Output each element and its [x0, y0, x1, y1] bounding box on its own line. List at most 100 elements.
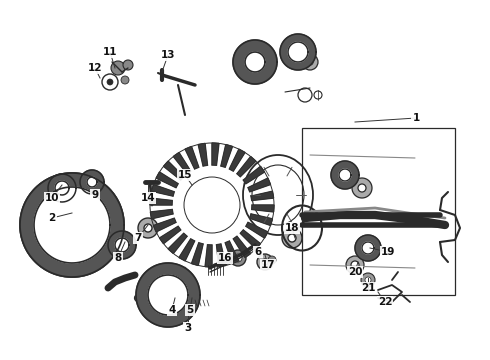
- Polygon shape: [331, 161, 359, 189]
- Text: 15: 15: [178, 170, 192, 180]
- Polygon shape: [217, 244, 226, 267]
- Circle shape: [107, 194, 113, 201]
- Polygon shape: [192, 243, 203, 265]
- Circle shape: [121, 76, 129, 84]
- Circle shape: [22, 222, 28, 228]
- Polygon shape: [48, 174, 76, 202]
- Text: 3: 3: [184, 323, 192, 333]
- Polygon shape: [87, 177, 97, 187]
- Polygon shape: [339, 169, 351, 181]
- Circle shape: [111, 61, 125, 75]
- Polygon shape: [240, 230, 261, 249]
- Text: 8: 8: [114, 253, 122, 263]
- Text: 5: 5: [186, 305, 194, 315]
- Text: 19: 19: [381, 247, 395, 257]
- Polygon shape: [179, 239, 195, 261]
- Polygon shape: [55, 181, 69, 195]
- Circle shape: [288, 234, 296, 242]
- Circle shape: [351, 261, 359, 269]
- Polygon shape: [246, 222, 268, 238]
- Circle shape: [302, 54, 318, 70]
- Text: 4: 4: [168, 305, 176, 315]
- Polygon shape: [252, 205, 274, 212]
- Circle shape: [54, 177, 60, 183]
- Polygon shape: [156, 172, 178, 188]
- Polygon shape: [248, 178, 270, 192]
- Polygon shape: [198, 143, 208, 166]
- Circle shape: [191, 284, 196, 290]
- Circle shape: [268, 256, 276, 264]
- Polygon shape: [243, 166, 265, 184]
- Circle shape: [165, 265, 171, 271]
- Text: 16: 16: [218, 253, 232, 263]
- Polygon shape: [221, 145, 232, 167]
- Circle shape: [116, 222, 122, 228]
- Polygon shape: [355, 235, 381, 261]
- Circle shape: [149, 314, 155, 320]
- Circle shape: [187, 298, 197, 308]
- Circle shape: [307, 59, 313, 65]
- Polygon shape: [233, 236, 251, 257]
- Polygon shape: [150, 210, 173, 219]
- Polygon shape: [225, 241, 239, 264]
- Text: 14: 14: [141, 193, 155, 203]
- Polygon shape: [280, 34, 316, 70]
- Polygon shape: [150, 198, 172, 205]
- Bar: [302, 128, 455, 295]
- Circle shape: [107, 249, 113, 256]
- Circle shape: [107, 79, 113, 85]
- Circle shape: [365, 277, 371, 283]
- Text: 6: 6: [254, 247, 262, 257]
- Polygon shape: [233, 40, 277, 84]
- Polygon shape: [245, 52, 265, 72]
- Polygon shape: [185, 147, 199, 169]
- Circle shape: [257, 254, 273, 270]
- Text: 21: 21: [361, 283, 375, 293]
- Circle shape: [358, 184, 366, 192]
- Circle shape: [54, 267, 60, 273]
- Text: 2: 2: [49, 213, 56, 223]
- Text: 1: 1: [413, 113, 419, 123]
- Polygon shape: [250, 214, 272, 225]
- Polygon shape: [148, 275, 188, 315]
- Polygon shape: [173, 153, 191, 174]
- Circle shape: [83, 267, 90, 273]
- Circle shape: [282, 228, 302, 248]
- Text: 22: 22: [378, 297, 392, 307]
- Polygon shape: [164, 161, 184, 180]
- Text: 17: 17: [261, 260, 275, 270]
- Circle shape: [181, 314, 187, 320]
- Polygon shape: [237, 157, 256, 177]
- Text: 11: 11: [103, 47, 117, 57]
- Polygon shape: [108, 231, 136, 259]
- Polygon shape: [136, 263, 200, 327]
- Polygon shape: [229, 149, 245, 171]
- Text: 18: 18: [285, 223, 299, 233]
- Polygon shape: [168, 233, 187, 253]
- Circle shape: [190, 301, 194, 305]
- Polygon shape: [115, 238, 129, 252]
- Circle shape: [361, 273, 375, 287]
- Polygon shape: [288, 42, 308, 62]
- Text: 9: 9: [92, 190, 98, 200]
- Text: 10: 10: [45, 193, 59, 203]
- Text: 12: 12: [88, 63, 102, 73]
- Circle shape: [176, 296, 188, 308]
- Polygon shape: [153, 218, 176, 232]
- Polygon shape: [151, 185, 174, 196]
- Text: 13: 13: [161, 50, 175, 60]
- Circle shape: [262, 259, 268, 265]
- Polygon shape: [20, 173, 124, 277]
- Polygon shape: [251, 191, 273, 201]
- Polygon shape: [212, 143, 219, 165]
- Polygon shape: [362, 242, 374, 254]
- Circle shape: [234, 254, 242, 262]
- Polygon shape: [34, 187, 110, 263]
- Circle shape: [144, 224, 152, 232]
- Circle shape: [139, 284, 146, 290]
- Polygon shape: [160, 226, 181, 244]
- Circle shape: [83, 177, 90, 183]
- Circle shape: [230, 250, 246, 266]
- Circle shape: [31, 249, 37, 256]
- Circle shape: [31, 194, 37, 201]
